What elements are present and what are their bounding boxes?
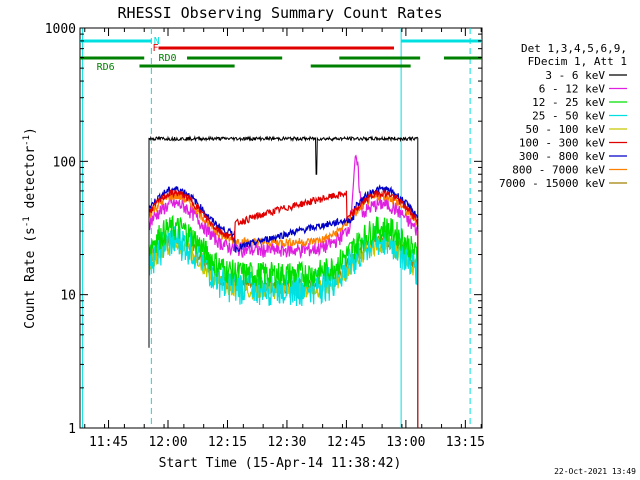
x-tick-label: 12:00 <box>148 435 187 450</box>
curve-12-25-kev <box>148 214 419 289</box>
flag-label-rd0: RD0 <box>158 53 176 64</box>
legend-entry-label: 12 - 25 keV <box>532 96 605 109</box>
curve-25-50-kev <box>148 225 419 307</box>
legend: Det 1,3,4,5,6,9,FDecim 1, Att 13 - 6 keV… <box>499 42 627 190</box>
x-tick-label: 12:30 <box>267 435 306 450</box>
y-axis-label: Count Rate (s-1 detector-1) <box>22 127 38 329</box>
curve-3-6-kev <box>148 135 419 428</box>
vertical-lines <box>81 28 471 428</box>
curve-100-300-kev <box>148 188 419 243</box>
chart-title: RHESSI Observing Summary Count Rates <box>117 4 442 22</box>
y-tick-label: 1000 <box>45 22 76 37</box>
x-tick-label: 12:45 <box>327 435 366 450</box>
x-tick-label: 13:15 <box>446 435 485 450</box>
legend-entry-label: 6 - 12 keV <box>539 83 606 96</box>
timestamp: 22-Oct-2021 13:49 <box>554 467 636 476</box>
x-tick-label: 11:45 <box>89 435 128 450</box>
legend-entry-label: 50 - 100 keV <box>526 123 606 136</box>
flag-label-n: N <box>154 36 160 47</box>
legend-header: FDecim 1, Att 1 <box>528 55 627 68</box>
plot-frame <box>79 27 483 429</box>
legend-entry-label: 7000 - 15000 keV <box>499 177 605 190</box>
legend-entry-label: 300 - 800 keV <box>519 150 605 163</box>
y-tick-label: 100 <box>53 155 76 170</box>
y-tick-label: 1 <box>68 422 76 437</box>
x-tick-label: 12:15 <box>208 435 247 450</box>
curve-300-800-kev <box>148 184 419 254</box>
legend-entry-label: 100 - 300 keV <box>519 137 605 150</box>
y-tick-label: 10 <box>60 289 76 304</box>
data-curves <box>148 135 419 428</box>
axes: 1 10 100 1000 11:45 12:00 12:15 12:30 12:45 13:00… <box>45 22 485 450</box>
legend-entry-label: 3 - 6 keV <box>545 69 605 82</box>
legend-entry-label: 800 - 7000 keV <box>512 164 605 177</box>
legend-header: Det 1,3,4,5,6,9, <box>521 42 627 55</box>
x-tick-label: 13:00 <box>386 435 425 450</box>
x-axis-label: Start Time (15-Apr-14 11:38:42) <box>159 456 402 471</box>
flag-label-rd6: RD6 <box>97 62 115 73</box>
flag-label-f: F <box>153 43 159 54</box>
legend-entry-label: 25 - 50 keV <box>532 110 605 123</box>
